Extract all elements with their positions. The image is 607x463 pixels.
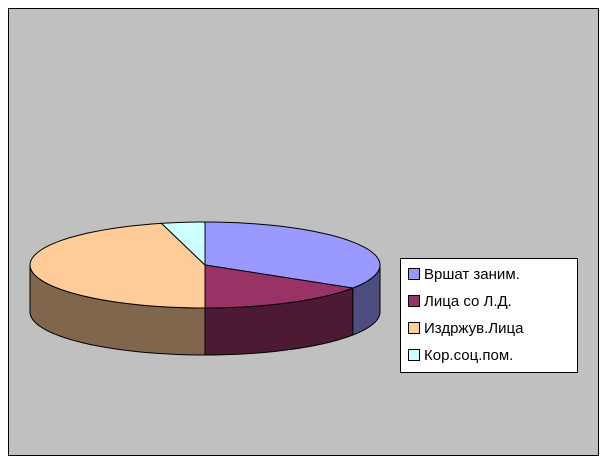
legend-swatch (408, 268, 420, 280)
legend-label: Вршат заним. (424, 266, 520, 283)
legend-swatch (408, 322, 420, 334)
pie-slice (204, 264, 355, 309)
legend-label: Издржув.Лица (424, 320, 524, 337)
legend-swatch (408, 295, 420, 307)
legend-swatch (408, 349, 420, 361)
pie-slice (160, 221, 206, 267)
pie-slice (29, 222, 206, 309)
legend-label: Кор.соц.пом. (424, 347, 513, 364)
legend (400, 258, 578, 373)
legend-label: Лица со Л.Д. (424, 293, 512, 310)
